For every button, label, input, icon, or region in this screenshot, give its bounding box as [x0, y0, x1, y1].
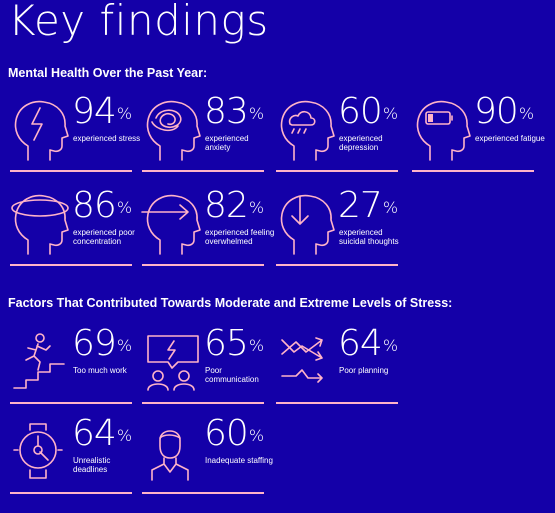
stat-unit: % [248, 426, 264, 445]
section-heading-mental-health: Mental Health Over the Past Year: [8, 66, 208, 80]
stat-value: 64 [338, 323, 383, 364]
stat-label: Poor planning [339, 366, 389, 375]
divider [10, 170, 132, 172]
stat-value: 64 [72, 413, 117, 454]
stat-poor-concentration: 86% experienced poor concentration [10, 186, 135, 268]
stat-value: 83 [204, 91, 249, 132]
stat-label: experienced poor concentration [73, 228, 135, 246]
person-bust-icon [142, 422, 202, 484]
stat-value: 86 [72, 185, 117, 226]
stat-stress: 94% experienced stress [10, 92, 140, 174]
stat-label: experienced anxiety [205, 134, 249, 152]
stat-unit: % [382, 336, 398, 355]
stat-unrealistic-deadlines: 64% Unrealistic deadlines [10, 414, 132, 496]
stat-poor-planning: 64% Poor planning [276, 324, 398, 406]
stat-feeling-overwhelmed: 82% experienced feeling overwhelmed [141, 186, 274, 268]
page-title: Key findings [8, 0, 269, 45]
stat-fatigue: 90% experienced fatigue [412, 92, 545, 174]
stat-unit: % [116, 198, 132, 217]
clock-icon [10, 422, 70, 484]
stat-label: Unrealistic deadlines [73, 456, 111, 474]
stat-anxiety: 83% experienced anxiety [142, 92, 264, 174]
stat-depression: 60% experienced depression [276, 92, 398, 174]
stat-value: 65 [204, 323, 249, 364]
head-arrow-icon [141, 194, 202, 256]
stat-label: experienced depression [339, 134, 383, 152]
divider [276, 402, 398, 404]
head-low-battery-icon [412, 100, 472, 162]
stat-unit: % [116, 104, 132, 123]
divider [10, 402, 132, 404]
stat-unit: % [116, 426, 132, 445]
stat-too-much-work: 69% Too much work [10, 324, 132, 406]
stat-value: 94 [72, 91, 117, 132]
stat-label: Inadequate staffing [205, 456, 273, 465]
divider [10, 492, 132, 494]
stat-value: 90 [474, 91, 519, 132]
stat-unit: % [382, 198, 398, 217]
head-scribble-icon [142, 100, 202, 162]
section-heading-stress-factors: Factors That Contributed Towards Moderat… [8, 296, 453, 310]
divider [276, 170, 398, 172]
stat-value: 69 [72, 323, 117, 364]
divider [10, 264, 132, 266]
stat-label: experienced feeling overwhelmed [205, 228, 275, 246]
running-stairs-icon [10, 332, 70, 394]
stat-value: 27 [338, 185, 383, 226]
head-raincloud-icon [276, 100, 336, 162]
divider [142, 492, 264, 494]
head-lightning-icon [10, 100, 70, 162]
stat-label: experienced suicidal thoughts [339, 228, 399, 246]
head-down-arrow-icon [276, 194, 336, 256]
stat-unit: % [382, 104, 398, 123]
crossed-arrows-icon [276, 332, 336, 394]
divider [142, 264, 264, 266]
stat-label: Too much work [73, 366, 127, 375]
stat-unit: % [248, 104, 264, 123]
stat-unit: % [518, 104, 534, 123]
stat-value: 60 [338, 91, 383, 132]
divider [276, 264, 398, 266]
stat-unit: % [116, 336, 132, 355]
stat-poor-communication: 65% Poor communication [142, 324, 264, 406]
people-speech-bubble-icon [142, 332, 202, 394]
stat-label: experienced fatigue [475, 134, 545, 143]
head-orbit-icon [10, 194, 70, 256]
stat-label: Poor communication [205, 366, 259, 384]
stat-value: 82 [204, 185, 249, 226]
divider [142, 402, 264, 404]
stat-suicidal-thoughts: 27% experienced suicidal thoughts [276, 186, 399, 268]
divider [142, 170, 264, 172]
stat-label: experienced stress [73, 134, 141, 143]
stat-unit: % [248, 336, 264, 355]
stat-value: 60 [204, 413, 249, 454]
divider [412, 170, 534, 172]
stat-inadequate-staffing: 60% Inadequate staffing [142, 414, 273, 496]
stat-unit: % [248, 198, 264, 217]
